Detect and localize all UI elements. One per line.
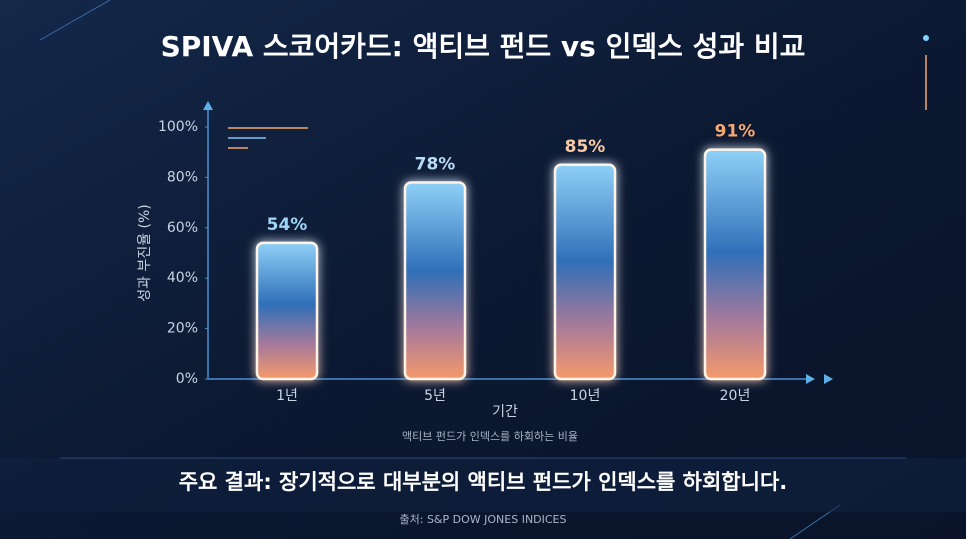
bar xyxy=(703,148,767,381)
value-label: 85% xyxy=(565,137,606,157)
chart-title: SPIVA 스코어카드: 액티브 펀드 vs 인덱스 성과 비교 xyxy=(161,30,806,63)
x-axis-arrow xyxy=(806,374,833,384)
note: 액티브 펀드가 인덱스를 하회하는 비율 xyxy=(402,429,578,443)
y-tick-label: 100% xyxy=(158,119,198,135)
x-axis-label: 기간 xyxy=(492,404,518,420)
x-tick-label: 5년 xyxy=(424,388,446,404)
y-axis-arrow xyxy=(203,101,213,110)
y-tick-label: 40% xyxy=(167,270,198,286)
decoration xyxy=(39,0,111,41)
y-axis-label: 성과 부진율 (%) xyxy=(137,204,153,302)
bar xyxy=(403,181,467,381)
decoration xyxy=(923,35,929,41)
y-tick-label: 20% xyxy=(167,321,198,337)
value-label: 91% xyxy=(715,122,756,142)
key-finding: 주요 결과: 장기적으로 대부분의 액티브 펀드가 인덱스를 하회합니다. xyxy=(179,470,788,494)
y-tick-label: 0% xyxy=(176,371,198,387)
value-label: 54% xyxy=(267,215,308,235)
x-tick-label: 20년 xyxy=(720,388,751,404)
bar xyxy=(255,241,319,381)
x-tick-label: 1년 xyxy=(276,388,298,404)
x-tick-label: 10년 xyxy=(570,388,601,404)
value-label: 78% xyxy=(415,154,456,174)
y-tick-label: 80% xyxy=(167,169,198,185)
source: 출처: S&P DOW JONES INDICES xyxy=(400,513,567,526)
y-tick-label: 60% xyxy=(167,220,198,236)
finding-band xyxy=(0,458,966,512)
bar xyxy=(553,163,617,381)
